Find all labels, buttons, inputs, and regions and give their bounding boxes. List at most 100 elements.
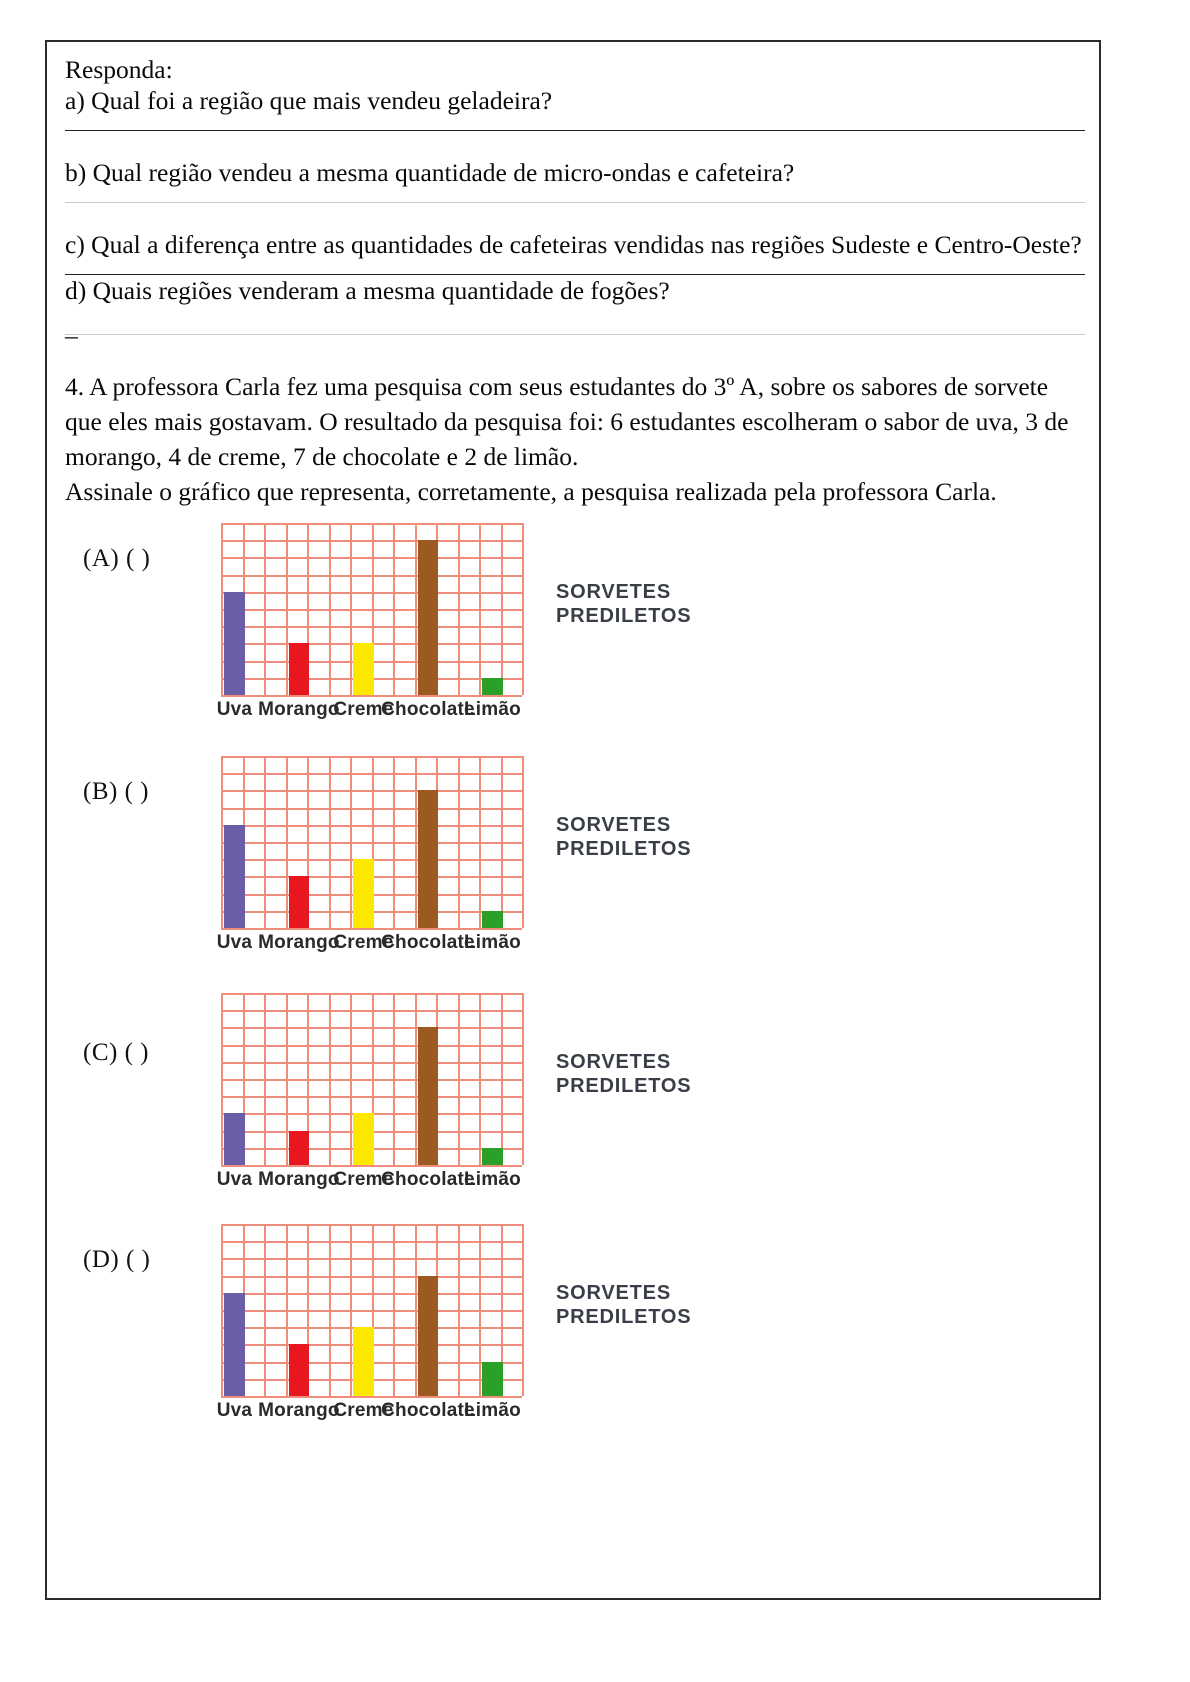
question-4-instruction: Assinale o gráfico que representa, corre… (65, 477, 997, 506)
bar-limao (482, 677, 503, 695)
grid-line-horizontal (221, 790, 522, 792)
bar-chocolate (417, 790, 439, 928)
question-d-text: d) Quais regiões venderam a mesma quanti… (65, 276, 670, 305)
bar-uva (224, 824, 245, 928)
x-tick-label: Morango (258, 1169, 340, 1190)
chart-grid (221, 993, 524, 1167)
answer-line-b[interactable] (65, 202, 1085, 203)
answer-line-a[interactable] (65, 130, 1085, 131)
grid-line-vertical (522, 993, 524, 1165)
bar-uva (224, 1113, 245, 1165)
x-tick-label: Uva (216, 1400, 253, 1421)
x-tick-label: Chocolate (381, 699, 475, 720)
grid-line-horizontal (221, 1241, 522, 1243)
grid-line-horizontal (221, 1079, 522, 1081)
grid-line-vertical (522, 756, 524, 928)
grid-line-vertical (522, 1224, 524, 1396)
grid-line-horizontal (221, 842, 522, 844)
chart-c: Uva Morango Creme Chocolate Limão SORVETES PR… (217, 993, 691, 1190)
grid-line-horizontal (221, 1310, 522, 1312)
grid-line-horizontal (221, 557, 522, 559)
option-a-checkbox[interactable]: (A) ( ) (83, 545, 151, 572)
x-tick-label: Creme (333, 1169, 394, 1190)
x-tick-label: Chocolate (381, 1169, 475, 1190)
bar-limao (482, 1147, 503, 1165)
x-tick-label: Creme (333, 1400, 394, 1421)
option-row-c: (C) ( ) Uva Morango Creme Chocolate Limão SORV… (65, 979, 1085, 1214)
chart-title: SORVETES PREDILETOS (556, 580, 692, 627)
x-tick-label: Creme (333, 932, 394, 953)
grid-line-horizontal (221, 1010, 522, 1012)
x-tick-label: Limão (463, 699, 521, 720)
answer-line-c[interactable] (65, 274, 1085, 275)
worksheet-content: Responda: a) Qual foi a região que mais … (65, 54, 1085, 1449)
bar-limao (482, 1361, 503, 1396)
chart-grid (221, 756, 524, 930)
x-tick-label: Morango (258, 932, 340, 953)
x-tick-label: Uva (216, 1169, 253, 1190)
grid-line-horizontal (221, 1258, 522, 1260)
options-container: (A) ( ) Uva Morango Creme Chocolate Limão SORV… (65, 509, 1085, 1449)
chart-b: Uva Morango Creme Chocolate Limão SORVETES PR… (217, 756, 691, 953)
bar-uva (224, 591, 245, 695)
x-tick-label: Creme (333, 699, 394, 720)
grid-line-horizontal (221, 1276, 522, 1278)
dash-marker: _ (65, 312, 78, 341)
grid-line-horizontal (221, 1396, 522, 1398)
x-tick-label: Limão (463, 1400, 521, 1421)
grid-line-horizontal (221, 592, 522, 594)
x-tick-label: Limão (463, 1169, 521, 1190)
option-c-checkbox[interactable]: (C) ( ) (83, 1039, 149, 1066)
grid-line-horizontal (221, 609, 522, 611)
chart-grid (221, 1224, 524, 1398)
x-tick-label: Uva (216, 932, 253, 953)
bar-creme (353, 1327, 374, 1396)
grid-line-horizontal (221, 825, 522, 827)
question-a-text: a) Qual foi a região que mais vendeu gel… (65, 86, 553, 115)
chart-title: SORVETES PREDILETOS (556, 813, 692, 860)
grid-line-horizontal (221, 1062, 522, 1064)
grid-line-horizontal (221, 695, 522, 697)
question-4-statement: 4. A professora Carla fez uma pesquisa c… (65, 372, 1069, 471)
bar-morango (288, 1344, 310, 1396)
chart-title: SORVETES PREDILETOS (556, 1050, 692, 1097)
x-tick-label: Limão (463, 932, 521, 953)
responda-header: Responda: (65, 55, 173, 84)
option-b-checkbox[interactable]: (B) ( ) (83, 778, 149, 805)
bar-morango (288, 1130, 310, 1165)
bar-chocolate (417, 1275, 439, 1396)
grid-line-horizontal (221, 1045, 522, 1047)
grid-line-horizontal (221, 540, 522, 542)
option-row-d: (D) ( ) Uva Morango Creme Chocolate Limão SORV… (65, 1214, 1085, 1449)
question-c-text: c) Qual a diferença entre as quantidades… (65, 230, 1082, 259)
chart-title: SORVETES PREDILETOS (556, 1281, 692, 1328)
x-tick-label: Morango (258, 699, 340, 720)
grid-line-horizontal (221, 773, 522, 775)
chart-d: Uva Morango Creme Chocolate Limão SORVETES PR… (217, 1224, 691, 1421)
bar-chocolate (417, 1027, 439, 1165)
x-tick-label: Chocolate (381, 932, 475, 953)
grid-line-horizontal (221, 1165, 522, 1167)
x-tick-label: Morango (258, 1400, 340, 1421)
grid-line-horizontal (221, 1096, 522, 1098)
grid-line-horizontal (221, 1224, 522, 1226)
grid-line-horizontal (221, 928, 522, 930)
bar-creme (353, 859, 374, 928)
option-d-checkbox[interactable]: (D) ( ) (83, 1246, 151, 1273)
bar-limao (482, 910, 503, 928)
grid-line-horizontal (221, 1293, 522, 1295)
grid-line-horizontal (221, 808, 522, 810)
worksheet-page: Responda: a) Qual foi a região que mais … (45, 40, 1101, 1600)
grid-line-horizontal (221, 756, 522, 758)
answer-line-d[interactable] (65, 334, 1085, 335)
bar-uva (224, 1292, 245, 1396)
grid-line-horizontal (221, 575, 522, 577)
bar-chocolate (417, 540, 439, 695)
grid-line-vertical (522, 523, 524, 695)
option-row-b: (B) ( ) Uva Morango Creme Chocolate Limão SORV… (65, 744, 1085, 979)
x-tick-label: Uva (216, 699, 253, 720)
grid-line-horizontal (221, 1027, 522, 1029)
option-row-a: (A) ( ) Uva Morango Creme Chocolate Limão SORV… (65, 509, 1085, 744)
chart-grid (221, 523, 524, 697)
grid-line-horizontal (221, 993, 522, 995)
